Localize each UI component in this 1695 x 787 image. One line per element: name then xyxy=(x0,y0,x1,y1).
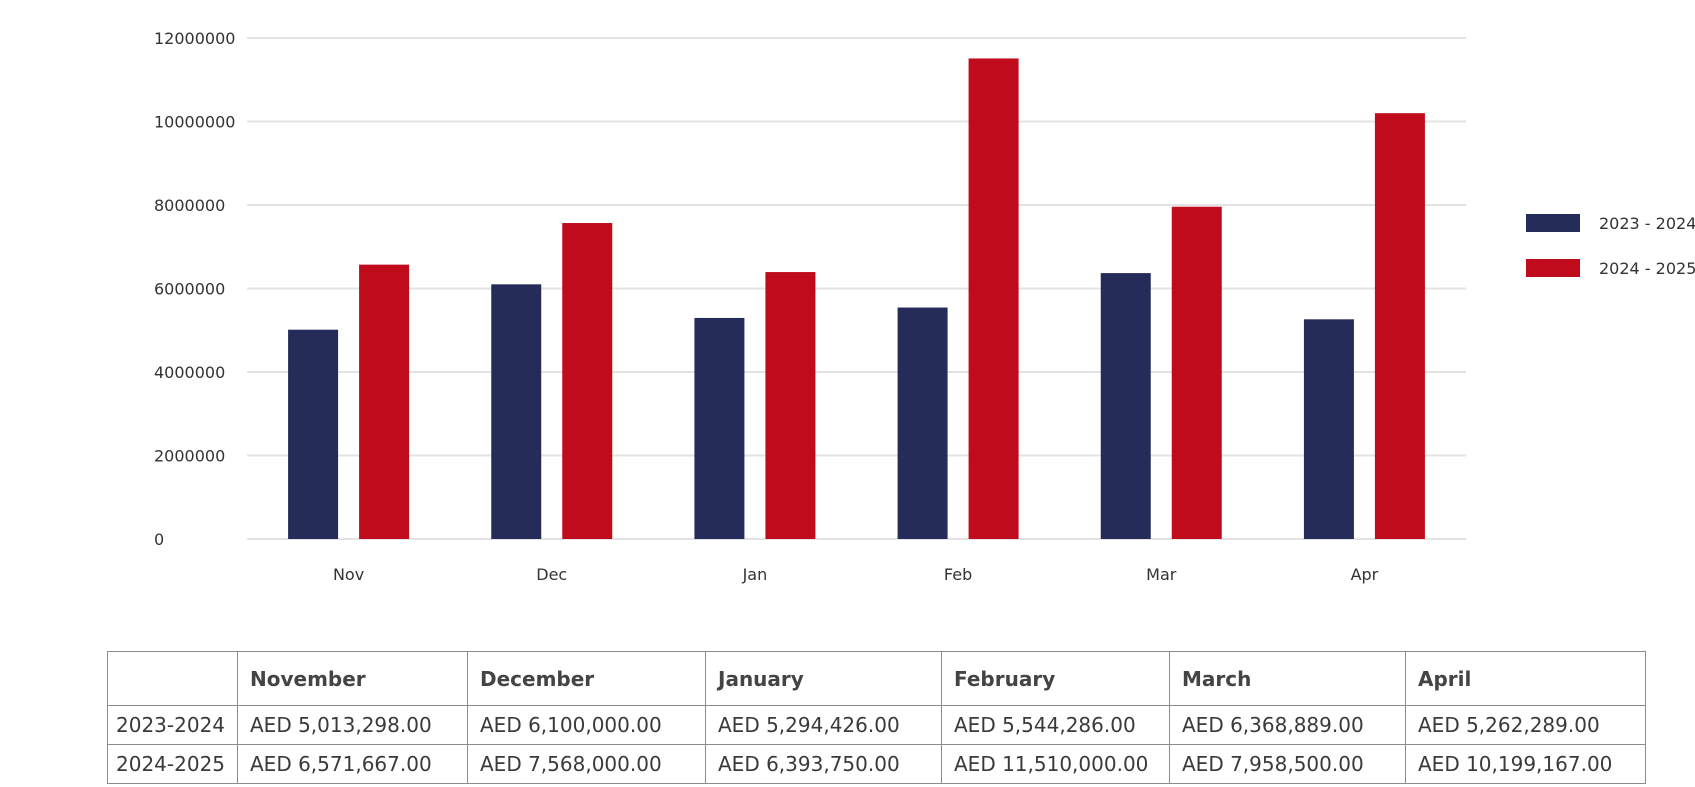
column-header: November xyxy=(237,651,468,706)
bar-nov-series-1 xyxy=(288,329,339,539)
y-tick-label: 12000000 xyxy=(154,29,235,48)
table-corner-cell xyxy=(107,651,238,706)
column-header: March xyxy=(1169,651,1406,706)
bar-jan-series-2 xyxy=(765,272,816,539)
table-cell: AED 6,393,750.00 xyxy=(705,744,942,784)
table-cell: AED 6,571,667.00 xyxy=(237,744,468,784)
y-tick-label: 0 xyxy=(154,530,164,549)
bar-apr-series-1 xyxy=(1303,319,1354,539)
legend: 2023 - 2024 2024 - 2025 xyxy=(1526,214,1695,278)
table-cell: AED 5,262,289.00 xyxy=(1405,705,1646,745)
x-tick-label: Feb xyxy=(944,565,972,584)
table-row: 2023-2024 AED 5,013,298.00 AED 6,100,000… xyxy=(107,705,1646,745)
table-cell: AED 6,368,889.00 xyxy=(1169,705,1406,745)
x-tick-label: Mar xyxy=(1146,565,1177,584)
table-cell: AED 5,294,426.00 xyxy=(705,705,942,745)
table-cell: AED 11,510,000.00 xyxy=(941,744,1170,784)
bar-chart: 0 2000000 4000000 6000000 8000000 10000000 120… xyxy=(154,29,1695,584)
table-cell: AED 7,568,000.00 xyxy=(467,744,706,784)
y-tick-label: 2000000 xyxy=(154,447,225,466)
table-header-row: November December January February March… xyxy=(107,651,1646,706)
y-tick-label: 6000000 xyxy=(154,280,225,299)
y-tick-label: 4000000 xyxy=(154,363,225,382)
y-tick-label: 10000000 xyxy=(154,113,235,132)
legend-label: 2024 - 2025 xyxy=(1599,259,1695,278)
bar-dec-series-2 xyxy=(562,223,613,539)
table-row: 2024-2025 AED 6,571,667.00 AED 7,568,000… xyxy=(107,744,1646,784)
column-header: December xyxy=(467,651,706,706)
x-tick-label: Jan xyxy=(742,565,768,584)
x-tick-label: Apr xyxy=(1351,565,1379,584)
x-tick-label: Nov xyxy=(333,565,364,584)
bar-jan-series-1 xyxy=(694,317,745,539)
table-cell: AED 10,199,167.00 xyxy=(1405,744,1646,784)
grid-lines xyxy=(247,37,1466,540)
column-header: April xyxy=(1405,651,1646,706)
bars xyxy=(288,58,1425,540)
table-cell: AED 5,544,286.00 xyxy=(941,705,1170,745)
bar-feb-series-2 xyxy=(968,58,1019,540)
table-cell: AED 7,958,500.00 xyxy=(1169,744,1406,784)
legend-label: 2023 - 2024 xyxy=(1599,214,1695,233)
table-cell: AED 6,100,000.00 xyxy=(467,705,706,745)
row-label: 2024-2025 xyxy=(107,744,238,784)
bar-apr-series-2 xyxy=(1374,113,1425,539)
bar-nov-series-2 xyxy=(359,264,410,539)
revenue-table: November December January February March… xyxy=(107,651,1646,784)
legend-swatch xyxy=(1526,259,1580,277)
bar-mar-series-1 xyxy=(1100,273,1151,539)
legend-swatch xyxy=(1526,214,1580,232)
y-axis-ticks: 0 2000000 4000000 6000000 8000000 10000000 120… xyxy=(154,29,235,549)
x-tick-label: Dec xyxy=(536,565,567,584)
row-label: 2023-2024 xyxy=(107,705,238,745)
x-axis-ticks: Nov Dec Jan Feb Mar Apr xyxy=(333,565,1379,584)
y-tick-label: 8000000 xyxy=(154,196,225,215)
column-header: February xyxy=(941,651,1170,706)
column-header: January xyxy=(705,651,942,706)
bar-feb-series-1 xyxy=(897,307,948,539)
bar-mar-series-2 xyxy=(1171,206,1222,540)
table-cell: AED 5,013,298.00 xyxy=(237,705,468,745)
bar-dec-series-1 xyxy=(491,284,542,539)
